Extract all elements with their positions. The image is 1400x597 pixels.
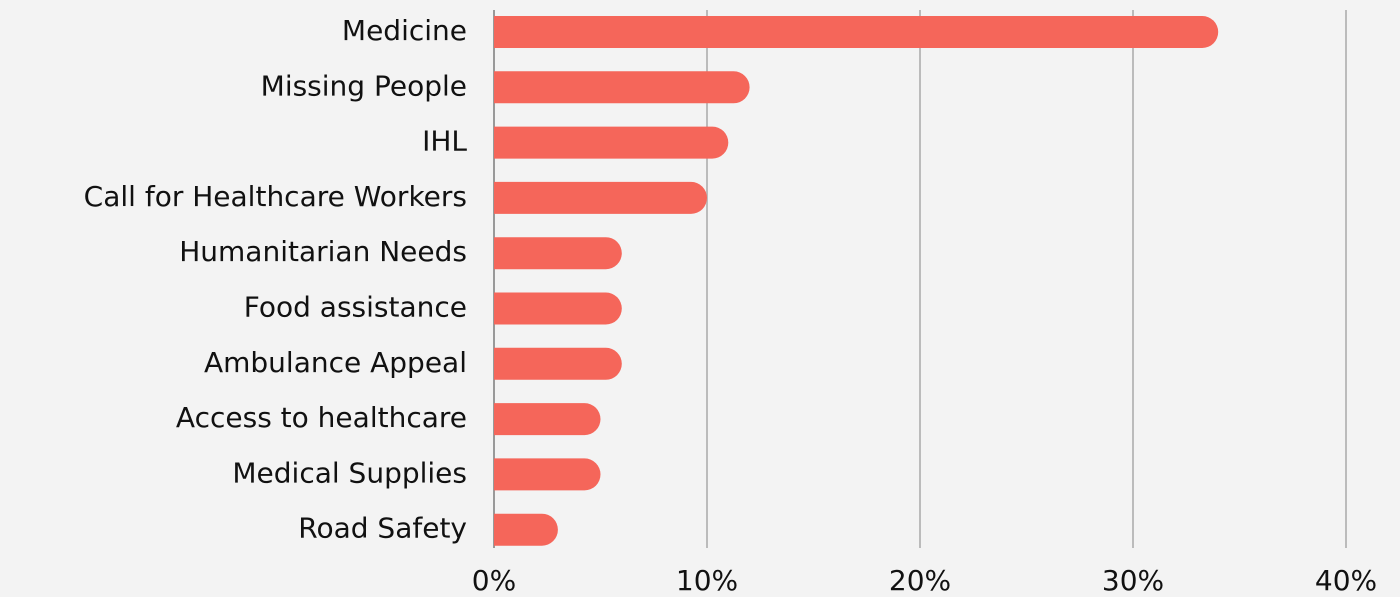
x-tick-label: 0% [472,564,516,597]
y-tick-label: Medical Supplies [232,456,467,489]
bar [494,237,622,270]
bar [494,126,729,159]
y-tick-label: Medicine [342,14,467,47]
bar [494,347,622,380]
x-tick-label: 10% [676,564,738,597]
y-tick-label: Ambulance Appeal [204,346,467,379]
y-tick-label: Humanitarian Needs [179,235,467,268]
bar [494,16,1219,48]
y-tick-label: Food assistance [244,291,467,324]
x-tick-label: 30% [1102,564,1164,597]
bar [494,403,601,436]
bar [494,292,622,325]
x-tick-label: 20% [889,564,951,597]
y-tick-label: Call for Healthcare Workers [84,180,467,213]
x-tick-label: 40% [1315,564,1377,597]
bar [494,458,601,491]
y-tick-label: Road Safety [298,512,467,545]
bar [494,181,707,214]
y-tick-label: Missing People [261,69,467,102]
y-tick-label: IHL [422,125,467,158]
y-tick-label: Access to healthcare [176,401,467,434]
bar [494,513,558,546]
bar [494,71,750,104]
